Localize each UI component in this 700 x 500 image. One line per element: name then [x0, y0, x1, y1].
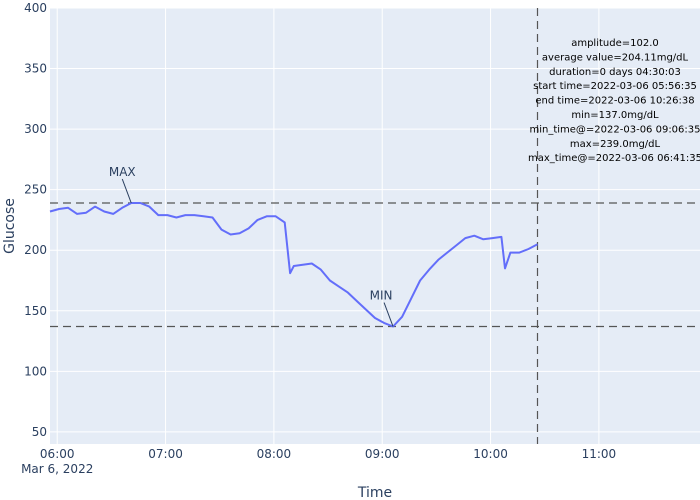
y-tick-label: 300	[24, 122, 47, 136]
glucose-series-line	[49, 202, 538, 328]
annotation-line: min=137.0mg/dL	[571, 110, 659, 121]
reference-lines	[50, 8, 700, 444]
x-tick-label: 11:00	[582, 447, 617, 461]
y-tick-label: 350	[24, 62, 47, 76]
x-tick-label: 06:00	[40, 447, 75, 461]
min-label: MIN	[370, 289, 393, 303]
annotation-line: amplitude=102.0	[571, 38, 659, 49]
annotation-line: max_time@=2022-03-06 06:41:35	[528, 153, 700, 164]
x-axis-title: Time	[357, 485, 392, 500]
min-max-annotations: MAX MIN	[109, 165, 394, 327]
annotation-line: max=239.0mg/dL	[570, 139, 661, 150]
x-tick-label: 10:00	[473, 447, 508, 461]
y-tick-label: 400	[24, 1, 47, 15]
x-tick-label: 08:00	[257, 447, 292, 461]
summary-annotation: amplitude=102.0 average value=204.11mg/dL…	[528, 38, 700, 164]
annotation-line: average value=204.11mg/dL	[542, 52, 689, 63]
y-tick-label: 200	[24, 243, 47, 257]
grid-lines	[50, 7, 700, 444]
x-tick-date-label: Mar 6, 2022	[21, 462, 93, 476]
max-arrow	[121, 178, 132, 204]
y-axis-tick-labels: 50 100 150 200 250 300 350 400	[24, 1, 47, 439]
y-tick-label: 100	[24, 364, 47, 378]
x-tick-label: 09:00	[365, 447, 400, 461]
annotation-line: min_time@=2022-03-06 09:06:35	[529, 124, 700, 135]
x-tick-label: 07:00	[148, 447, 183, 461]
y-tick-label: 50	[32, 425, 47, 439]
y-tick-label: 250	[24, 183, 47, 197]
y-axis-title: Glucose	[2, 198, 18, 254]
min-arrow	[383, 302, 394, 327]
annotation-line: duration=0 days 04:30:03	[549, 67, 681, 78]
annotation-line: start time=2022-03-06 05:56:35	[533, 81, 697, 92]
max-label: MAX	[109, 165, 136, 179]
y-tick-label: 150	[24, 304, 47, 318]
annotation-line: end time=2022-03-06 10:26:38	[535, 96, 694, 107]
